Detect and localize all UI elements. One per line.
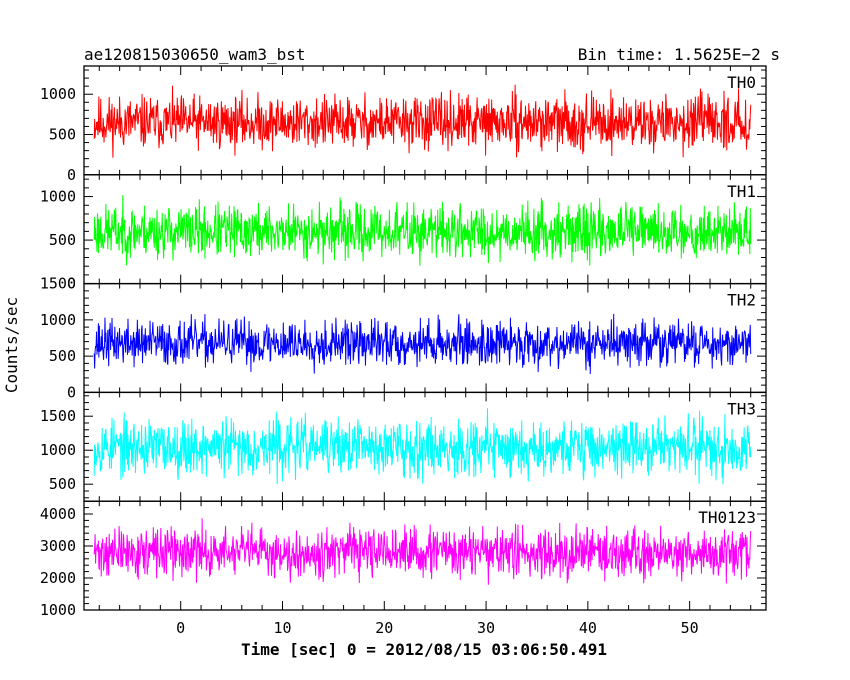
y-tick-label: 0	[67, 166, 76, 184]
panel-label-th3: TH3	[727, 399, 756, 418]
y-tick-label: 1000	[40, 311, 76, 329]
y-tick-label: 500	[49, 126, 76, 144]
x-tick-label: 50	[681, 619, 699, 637]
y-tick-label: 0	[67, 383, 76, 401]
y-tick-label: 500	[49, 347, 76, 365]
y-tick-label: 1000	[40, 85, 76, 103]
series-trace-th2	[93, 313, 752, 374]
x-tick-label: 20	[375, 619, 393, 637]
y-tick-label: 4000	[40, 505, 76, 523]
x-tick-label: 30	[477, 619, 495, 637]
y-axis-label: Counts/sec	[2, 297, 21, 393]
y-tick-label: 1500	[40, 407, 76, 425]
series-trace-th3	[93, 408, 752, 485]
y-tick-label: 0	[67, 275, 76, 293]
y-tick-label: 2000	[40, 569, 76, 587]
series-trace-th0123	[93, 518, 752, 585]
x-tick-label: 40	[579, 619, 597, 637]
y-tick-label: 500	[49, 231, 76, 249]
plot-title: ae120815030650_wam3_bst	[84, 45, 306, 64]
panel-label-th0: TH0	[727, 73, 756, 92]
y-tick-label: 1000	[40, 601, 76, 619]
x-tick-label: 0	[176, 619, 185, 637]
x-axis-label: Time [sec] 0 = 2012/08/15 03:06:50.491	[241, 640, 607, 659]
y-tick-label: 1500	[40, 275, 76, 293]
y-tick-label: 500	[49, 475, 76, 493]
panel-label-th0123: TH0123	[698, 508, 756, 527]
bin-time-label: Bin time: 1.5625E−2 s	[578, 45, 780, 64]
y-tick-label: 1000	[40, 441, 76, 459]
panel-label-th1: TH1	[727, 182, 756, 201]
y-tick-label: 3000	[40, 537, 76, 555]
y-tick-label: 1000	[40, 188, 76, 206]
x-tick-label: 10	[273, 619, 291, 637]
series-trace-th0	[93, 84, 752, 158]
panel-label-th2: TH2	[727, 291, 756, 310]
series-trace-th1	[93, 195, 752, 266]
